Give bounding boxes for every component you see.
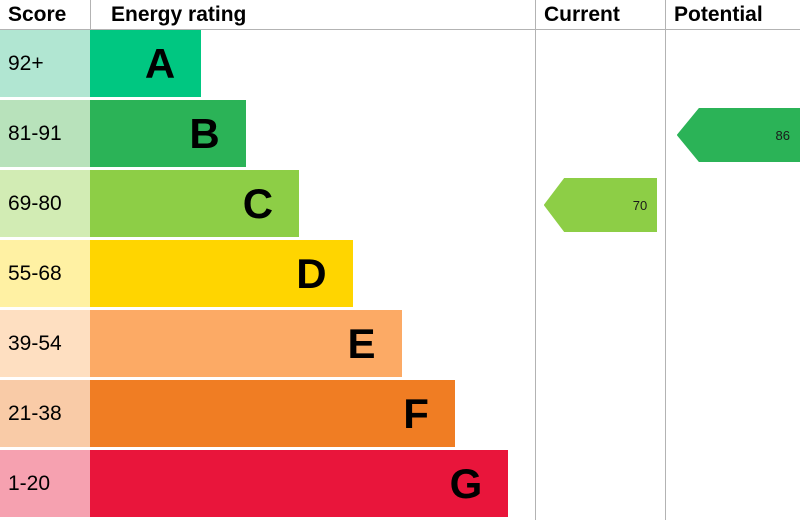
score-range: 55-68 [0, 240, 90, 307]
bar-cell: B [90, 100, 535, 170]
rating-letter: A [144, 39, 176, 87]
current-cell [535, 450, 665, 520]
rating-letter: F [403, 389, 429, 437]
band-row-g: 1-20 G [0, 450, 800, 520]
rating-letter: C [242, 179, 274, 227]
potential-rating-arrow: 86 [676, 108, 800, 162]
bar-cell: F [90, 380, 535, 450]
band-row-c: 69-80 C 70 [0, 170, 800, 240]
current-cell [535, 240, 665, 310]
potential-cell [665, 240, 800, 310]
potential-rating-value: 86 [775, 127, 790, 143]
rating-letter: G [449, 459, 483, 507]
band-row-a: 92+ A [0, 30, 800, 100]
bar-cell: E [90, 310, 535, 380]
score-range: 21-38 [0, 380, 90, 447]
rating-letter: D [296, 249, 327, 297]
current-cell [535, 100, 665, 170]
energy-rating-header: Energy rating [90, 0, 535, 29]
score-range: 39-54 [0, 310, 90, 377]
rating-bar-f: F [90, 380, 455, 447]
potential-header: Potential [665, 0, 800, 29]
band-row-d: 55-68 D [0, 240, 800, 310]
rating-bar-d: D [90, 240, 353, 307]
rating-bar-c: C [90, 170, 300, 237]
score-range: 92+ [0, 30, 90, 97]
rating-bar-b: B [90, 100, 246, 167]
band-row-f: 21-38 F [0, 380, 800, 450]
score-range: 81-91 [0, 100, 90, 167]
rating-bar-e: E [90, 310, 402, 377]
bar-cell: A [90, 30, 535, 100]
potential-cell [665, 450, 800, 520]
band-row-e: 39-54 E [0, 310, 800, 380]
bar-cell: G [90, 450, 535, 520]
potential-cell [665, 310, 800, 380]
potential-cell [665, 30, 800, 100]
rating-bar-a: A [90, 30, 202, 97]
score-header: Score [8, 2, 67, 26]
score-range: 1-20 [0, 450, 90, 517]
rating-letter: B [189, 109, 220, 157]
current-cell: 70 [535, 170, 665, 240]
score-range: 69-80 [0, 170, 90, 237]
rating-letter: E [347, 319, 376, 367]
bar-cell: C [90, 170, 535, 240]
rating-bar-g: G [90, 450, 509, 517]
current-cell [535, 30, 665, 100]
potential-cell [665, 170, 800, 240]
current-rating-value: 70 [632, 197, 648, 213]
bar-cell: D [90, 240, 535, 310]
current-rating-arrow: 70 [543, 178, 658, 232]
potential-cell: 86 [665, 100, 800, 170]
current-header: Current [535, 0, 665, 29]
chart-header: Score Energy rating Current Potential [0, 0, 800, 30]
current-cell [535, 380, 665, 450]
potential-cell [665, 380, 800, 450]
band-row-b: 81-91 B 86 [0, 100, 800, 170]
current-cell [535, 310, 665, 380]
